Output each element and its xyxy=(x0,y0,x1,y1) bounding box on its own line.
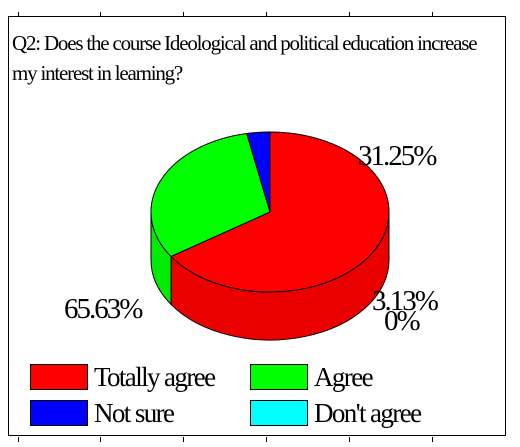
data-label-2: 3.13% xyxy=(372,285,439,317)
data-label-1: 31.25% xyxy=(358,140,437,172)
tick-mark xyxy=(18,12,19,17)
legend-label: Totally agree xyxy=(94,362,216,392)
tick-mark xyxy=(183,12,184,17)
legend-swatch xyxy=(250,364,308,390)
chart-title: Q2: Does the course Ideological and poli… xyxy=(12,31,478,85)
legend-item-dont-agree: Don't agree xyxy=(250,398,422,428)
legend-item-not-sure: Not sure xyxy=(30,398,175,428)
tick-mark xyxy=(349,12,350,17)
legend-item-agree: Agree xyxy=(250,362,374,392)
tick-mark xyxy=(432,437,433,442)
tick-mark xyxy=(18,437,19,442)
legend-swatch xyxy=(30,400,88,426)
tick-mark xyxy=(100,437,101,442)
data-label-0: 65.63% xyxy=(64,293,143,325)
tick-mark xyxy=(266,437,267,442)
pie-slice-2 xyxy=(246,131,271,213)
data-label-3: 0% xyxy=(384,305,421,337)
tick-mark xyxy=(183,437,184,442)
legend-swatch xyxy=(30,364,88,390)
tick-mark xyxy=(100,12,101,17)
tick-mark xyxy=(266,12,267,17)
tick-mark xyxy=(432,12,433,17)
legend-item-totally-agree: Totally agree xyxy=(30,362,216,392)
tick-mark xyxy=(349,437,350,442)
legend-label: Don't agree xyxy=(314,398,422,428)
legend-label: Agree xyxy=(314,362,374,392)
legend-swatch xyxy=(250,400,308,426)
legend-label: Not sure xyxy=(94,398,175,428)
pie-slice-0 xyxy=(170,131,390,293)
pie-slice-1 xyxy=(150,132,271,258)
